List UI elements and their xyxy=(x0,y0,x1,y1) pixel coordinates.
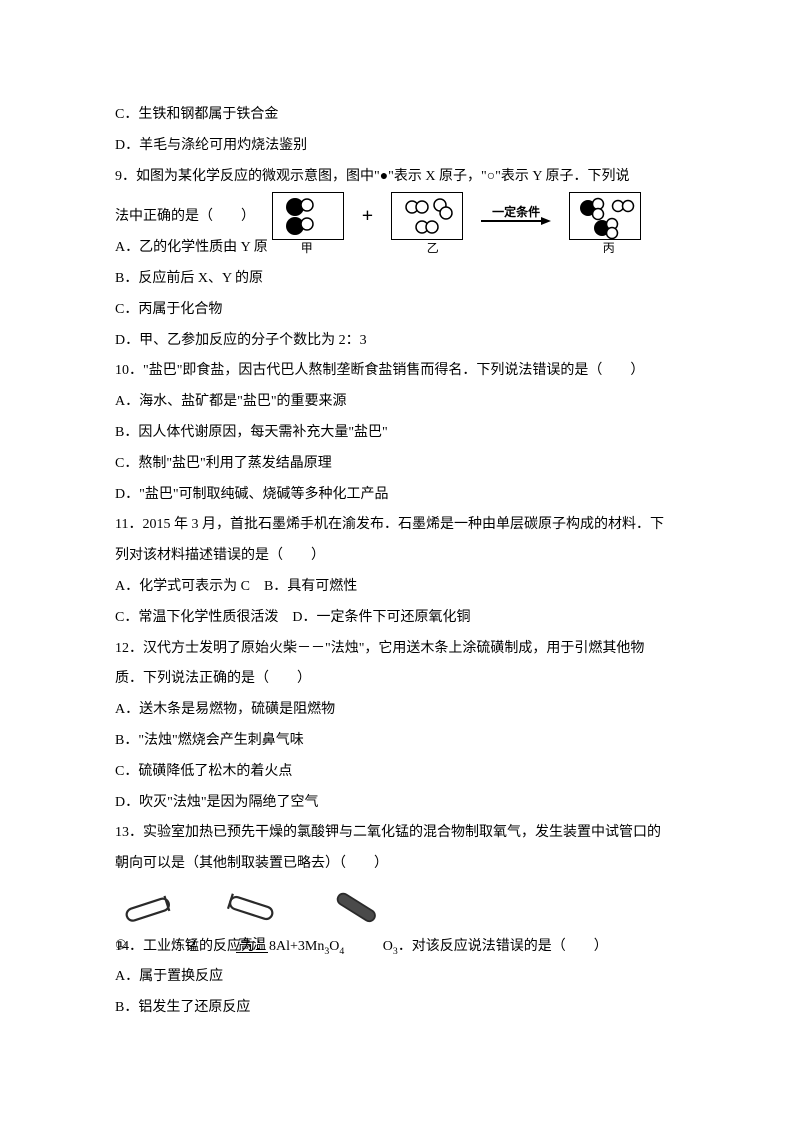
q9-stem-2: 法中正确的是（ ） xyxy=(115,202,268,233)
q12-b: B．"法烛"燃烧会产生刺鼻气味 xyxy=(115,726,685,757)
q10-d: D．"盐巴"可制取纯碱、烧碱等多种化工产品 xyxy=(115,480,685,511)
q9-opt-a: A．乙的化学性质由 Y 原 xyxy=(115,233,268,264)
q12-c: C．硫磺降低了松木的着火点 xyxy=(115,757,685,788)
q9-opt-c: C．丙属于化合物 xyxy=(115,295,685,326)
q9-stem-1: 9．如图为某化学反应的微观示意图，图中"●"表示 X 原子，"○"表示 Y 原子… xyxy=(115,162,685,193)
q14-b: O xyxy=(379,939,393,954)
reaction-arrow: 一定条件 xyxy=(481,206,551,226)
q12-d: D．吹灭"法烛"是因为隔绝了空气 xyxy=(115,788,685,819)
option-d: D．羊毛与涤纶可用灼烧法鉴别 xyxy=(115,131,685,162)
q14-a: 14．工业炼锰的反应为：8Al+3Mn xyxy=(115,939,324,954)
q14-line: 14．工业炼锰的反应为：8Al+3Mn3O4 O3．对该反应说法错误的是（ ） xyxy=(115,932,685,963)
q10-a: A．海水、盐矿都是"盐巴"的重要来源 xyxy=(115,387,685,418)
q14-opt-b: B．铝发生了还原反应 xyxy=(115,993,685,1024)
q9-opt-b-a: B．反应前后 X、Y 的原 xyxy=(115,271,263,286)
plus-icon: + xyxy=(362,194,373,238)
molecule-box-bing xyxy=(569,192,641,240)
q10-stem: 10．"盐巴"即食盐，因古代巴人熬制垄断食盐销售而得名．下列说法错误的是（ ） xyxy=(115,356,685,387)
q9-opt-b: B．反应前后 X、Y 的原 xyxy=(115,264,268,295)
q14-opt-a: A．属于置换反应 xyxy=(115,962,685,993)
q14-c: ．对该反应说法错误的是（ ） xyxy=(398,939,608,954)
q12-stem-2: 质．下列说法正确的是（ ） xyxy=(115,664,685,695)
q13-stem-1: 13．实验室加热已预先干燥的氯酸钾与二氧化锰的混合物制取氧气，发生装置中试管口的 xyxy=(115,818,685,849)
test-tube-2 xyxy=(219,886,289,930)
q9-reaction-diagram: + 一定条件 xyxy=(272,192,644,254)
q9-opt-d: D．甲、乙参加反应的分子个数比为 2：3 xyxy=(115,326,685,357)
molecule-box-jia xyxy=(272,192,344,240)
exam-page: C．生铁和钢都属于铁合金 D．羊毛与涤纶可用灼烧法鉴别 9．如图为某化学反应的微… xyxy=(0,0,800,1064)
q12-a: A．送木条是易燃物，硫磺是阻燃物 xyxy=(115,695,685,726)
q10-b: B．因人体代谢原因，每天需补充大量"盐巴" xyxy=(115,418,685,449)
label-bing: 丙 xyxy=(574,242,644,254)
molecule-box-yi xyxy=(391,192,463,240)
q11-cd: C．常温下化学性质很活泼 D．一定条件下可还原氧化铜 xyxy=(115,603,685,634)
label-yi: 乙 xyxy=(398,242,468,254)
test-tube-3 xyxy=(323,886,393,930)
q13-stem-2: 朝向可以是（其他制取装置已略去）（ ） xyxy=(115,849,685,880)
label-jia: 甲 xyxy=(272,242,342,254)
q14-m1: O xyxy=(329,939,339,954)
q11-ab: A．化学式可表示为 C B．具有可燃性 xyxy=(115,572,685,603)
q14-s2: 4 xyxy=(339,945,344,956)
q10-c: C．熬制"盐巴"利用了蒸发结晶原理 xyxy=(115,449,685,480)
q11-stem-2: 列对该材料描述错误的是（ ） xyxy=(115,541,685,572)
q12-stem-1: 12．汉代方士发明了原始火柴－－"法烛"，它用送木条上涂硫磺制成，用于引燃其他物 xyxy=(115,634,685,665)
q11-stem-1: 11．2015 年 3 月，首批石墨烯手机在渝发布．石墨烯是一种由单层碳原子构成… xyxy=(115,510,685,541)
option-c: C．生铁和钢都属于铁合金 xyxy=(115,100,685,131)
test-tube-1 xyxy=(115,886,185,930)
